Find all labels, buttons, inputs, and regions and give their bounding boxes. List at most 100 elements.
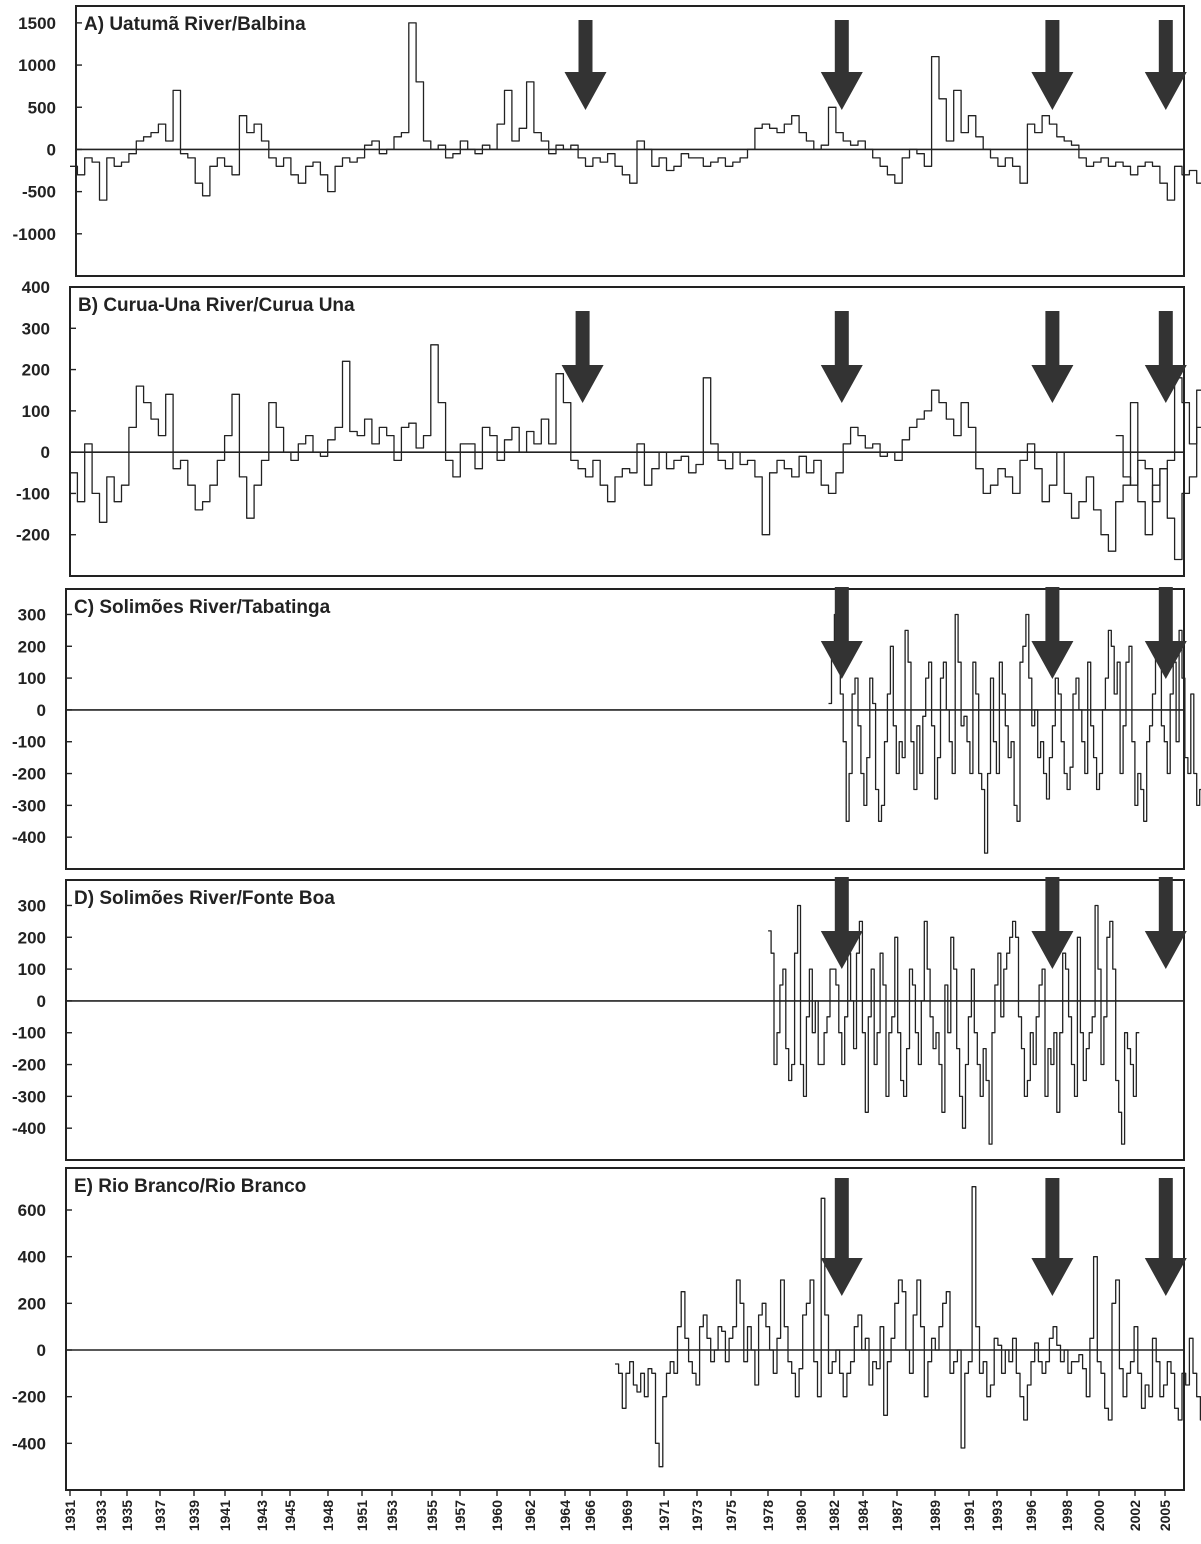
x-tick-label: 1964 <box>557 1500 573 1531</box>
x-tick-label: 2002 <box>1127 1500 1143 1531</box>
panel-title: D) Solimões River/Fonte Boa <box>74 888 335 909</box>
y-tick-label: 0 <box>37 1341 46 1360</box>
y-tick-label: 600 <box>18 1201 46 1220</box>
y-tick-label: -200 <box>12 1388 46 1407</box>
x-tick-label: 1933 <box>93 1500 109 1531</box>
panel-E: E) Rio Branco/Rio Branco 600 400 200 0 -200 -4… <box>12 1167 1201 1491</box>
y-tick-label: 100 <box>18 960 46 979</box>
y-tick-label: -100 <box>12 733 46 752</box>
y-tick-label: 0 <box>37 992 46 1011</box>
x-tick-label: 1962 <box>522 1500 538 1531</box>
x-tick-label: 1987 <box>889 1500 905 1531</box>
x-tick-label: 1951 <box>354 1500 370 1531</box>
x-tick-label: 1969 <box>619 1500 635 1531</box>
y-tick-label: 500 <box>28 98 56 117</box>
x-axis-year-labels: 1931 1933 1935 1937 1939 1941 1943 1945 1948 1951… <box>62 1490 1173 1531</box>
series-line <box>70 22 1201 201</box>
panel-B: B) Curua-Una River/Curua Una 400 300 200 100… <box>16 278 1201 577</box>
event-arrow <box>1144 311 1187 403</box>
x-tick-label: 1980 <box>793 1500 809 1531</box>
event-arrow <box>820 311 863 403</box>
panel-frame <box>65 879 1185 1161</box>
y-tick-label: -100 <box>16 484 50 503</box>
event-arrow <box>1031 311 1074 403</box>
event-arrow <box>1031 1178 1074 1296</box>
panel-frame <box>65 1167 1185 1491</box>
series-line <box>615 1186 1201 1468</box>
panel-title: A) Uatumã River/Balbina <box>84 14 306 35</box>
event-arrow <box>820 587 863 679</box>
panel-C: C) Solimões River/Tabatinga 300 200 100 0 -10… <box>12 587 1201 870</box>
x-tick-label: 1945 <box>282 1500 298 1531</box>
y-tick-label: 1000 <box>18 56 56 75</box>
x-tick-label: 1984 <box>855 1500 871 1531</box>
y-tick-label: 200 <box>22 361 50 380</box>
y-tick-label: 400 <box>18 1248 46 1267</box>
x-tick-label: 1937 <box>152 1500 168 1531</box>
panel-title: E) Rio Branco/Rio Branco <box>74 1176 306 1197</box>
y-tick-label: 0 <box>37 701 46 720</box>
x-tick-label: 2005 <box>1157 1500 1173 1531</box>
y-tick-label: -400 <box>12 828 46 847</box>
event-arrow <box>1144 1178 1187 1296</box>
x-tick-label: 1931 <box>62 1500 78 1531</box>
event-arrow <box>820 877 863 969</box>
y-tick-label: 300 <box>18 605 46 624</box>
panel-frame <box>65 588 1185 870</box>
y-tick-label: -400 <box>12 1119 46 1138</box>
x-tick-label: 1975 <box>723 1500 739 1531</box>
y-tick-label: -1000 <box>13 225 56 244</box>
y-tick-label: -200 <box>16 526 50 545</box>
y-tick-label: -300 <box>12 1087 46 1106</box>
y-tick-label: 0 <box>47 140 56 159</box>
x-tick-label: 1939 <box>186 1500 202 1531</box>
x-tick-label: 1948 <box>320 1500 336 1531</box>
y-tick-label: -100 <box>12 1024 46 1043</box>
y-tick-label: 100 <box>18 669 46 688</box>
event-arrow <box>1144 20 1187 110</box>
panel-A: A) Uatumã River/Balbina 1500 1000 500 0 -500 -… <box>13 5 1201 277</box>
x-tick-label: 1982 <box>826 1500 842 1531</box>
event-arrow <box>1031 587 1074 679</box>
series-line <box>1115 377 1201 503</box>
event-arrow <box>1031 20 1074 110</box>
event-arrow <box>561 311 604 403</box>
y-tick-label: 300 <box>22 319 50 338</box>
x-tick-label: 2000 <box>1091 1500 1107 1531</box>
panel-frame <box>75 5 1185 277</box>
panel-title: C) Solimões River/Tabatinga <box>74 597 331 618</box>
y-tick-label: 100 <box>22 402 50 421</box>
y-tick-label: -200 <box>12 765 46 784</box>
y-tick-label: -500 <box>22 183 56 202</box>
x-tick-label: 1991 <box>961 1500 977 1531</box>
y-tick-label: 1500 <box>18 14 56 33</box>
chart-panels: A) Uatumã River/Balbina150010005000-500-… <box>12 5 1201 1491</box>
x-tick-label: 1935 <box>119 1500 135 1531</box>
event-arrow <box>1031 877 1074 969</box>
x-tick-label: 1973 <box>689 1500 705 1531</box>
y-tick-label: 200 <box>18 1294 46 1313</box>
y-tick-label: -300 <box>12 796 46 815</box>
panel-D: D) Solimões River/Fonte Boa 300 200 100 0 -10… <box>12 877 1187 1161</box>
event-arrow <box>1144 877 1187 969</box>
x-tick-label: 1957 <box>452 1500 468 1531</box>
x-tick-label: 1996 <box>1023 1500 1039 1531</box>
y-tick-label: 400 <box>22 278 50 297</box>
x-tick-label: 1978 <box>760 1500 776 1531</box>
series-line <box>70 344 1201 561</box>
x-tick-label: 1966 <box>582 1500 598 1531</box>
y-tick-label: 200 <box>18 928 46 947</box>
x-tick-label: 1989 <box>927 1500 943 1531</box>
y-tick-label: -400 <box>12 1434 46 1453</box>
x-tick-label: 1953 <box>384 1500 400 1531</box>
x-tick-label: 1941 <box>217 1500 233 1531</box>
x-tick-label: 1971 <box>656 1500 672 1531</box>
y-tick-label: 300 <box>18 896 46 915</box>
event-arrow <box>820 1178 863 1296</box>
event-arrow <box>820 20 863 110</box>
series-line <box>768 904 1140 1145</box>
x-tick-label: 1960 <box>489 1500 505 1531</box>
panel-title: B) Curua-Una River/Curua Una <box>78 295 355 316</box>
x-tick-label: 1943 <box>254 1500 270 1531</box>
